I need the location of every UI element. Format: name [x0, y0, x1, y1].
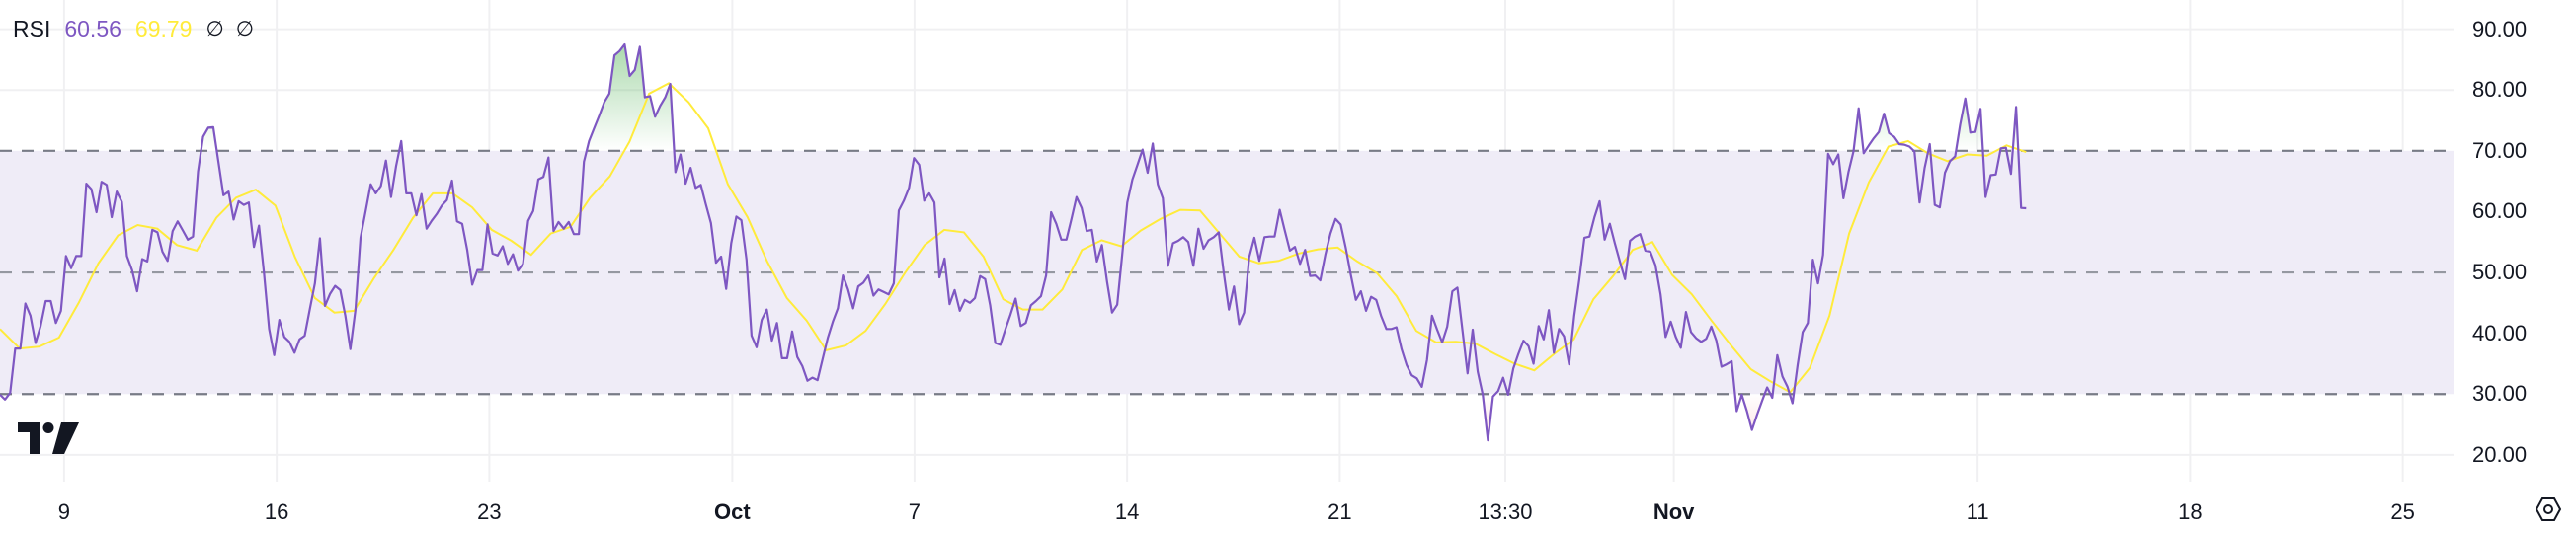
y-tick-label: 30.00	[2472, 381, 2528, 407]
x-tick-label: Nov	[1652, 499, 1695, 524]
y-tick-label: 60.00	[2472, 198, 2528, 224]
null-value-2: ∅	[235, 17, 255, 40]
x-tick-label: 21	[1328, 499, 1352, 524]
x-tick-label: 18	[2178, 499, 2203, 524]
grid-lines	[0, 0, 2454, 482]
x-tick-label: 13:30	[1478, 499, 1533, 524]
x-tick-label: 25	[2390, 499, 2415, 524]
indicator-title: RSI	[13, 15, 51, 41]
tradingview-logo[interactable]	[18, 422, 79, 459]
y-tick-label: 80.00	[2472, 77, 2528, 103]
indicator-legend[interactable]: RSI 60.56 69.79 ∅ ∅	[13, 14, 266, 43]
y-tick-label: 90.00	[2472, 16, 2528, 41]
ma-value: 69.79	[134, 15, 193, 41]
x-tick-label: 7	[908, 499, 921, 524]
rsi-value: 60.56	[64, 15, 121, 41]
x-tick-label: Oct	[714, 499, 751, 524]
settings-hexagon-icon[interactable]	[2535, 495, 2562, 523]
x-tick-label: 9	[57, 499, 70, 524]
null-value-1: ∅	[205, 17, 224, 40]
y-tick-label: 70.00	[2472, 137, 2528, 163]
rsi-series-line	[0, 42, 2027, 442]
y-tick-label: 20.00	[2472, 441, 2528, 467]
y-tick-label: 50.00	[2472, 260, 2528, 285]
x-tick-label: 16	[264, 499, 289, 524]
x-tick-label: 14	[1114, 499, 1140, 524]
x-tick-label: 11	[1966, 499, 1989, 524]
x-tick-label: 23	[477, 499, 502, 524]
y-tick-label: 40.00	[2472, 320, 2528, 345]
